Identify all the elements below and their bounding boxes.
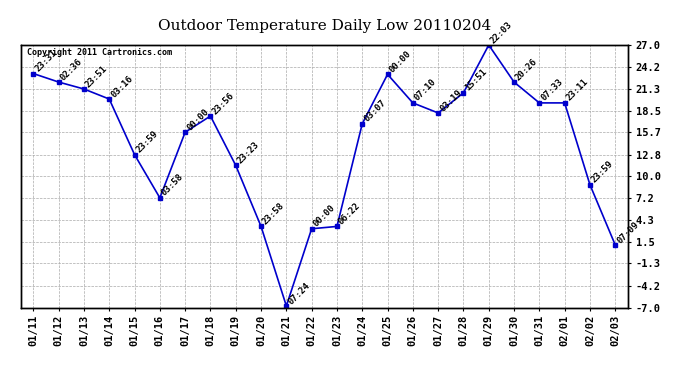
Text: 23:59: 23:59	[135, 129, 160, 154]
Text: 03:58: 03:58	[160, 172, 185, 198]
Text: 20:26: 20:26	[514, 57, 540, 82]
Text: 07:24: 07:24	[286, 280, 312, 306]
Text: 23:11: 23:11	[564, 78, 590, 103]
Text: 07:33: 07:33	[540, 78, 564, 103]
Text: 23:56: 23:56	[210, 91, 236, 116]
Text: 23:51: 23:51	[84, 64, 109, 89]
Text: 22:03: 22:03	[489, 20, 514, 45]
Text: 02:36: 02:36	[59, 57, 84, 82]
Text: 00:00: 00:00	[312, 203, 337, 229]
Text: 23:58: 23:58	[261, 201, 286, 226]
Text: 23:59: 23:59	[590, 159, 615, 185]
Text: 03:19: 03:19	[438, 88, 464, 113]
Text: 00:00: 00:00	[388, 49, 413, 74]
Text: 07:09: 07:09	[615, 220, 640, 245]
Text: 23:31: 23:31	[33, 48, 59, 74]
Text: 06:22: 06:22	[337, 201, 362, 226]
Text: 03:07: 03:07	[362, 98, 388, 124]
Text: 03:16: 03:16	[109, 74, 135, 99]
Text: 23:23: 23:23	[236, 140, 261, 165]
Text: Outdoor Temperature Daily Low 20110204: Outdoor Temperature Daily Low 20110204	[158, 19, 491, 33]
Text: 07:10: 07:10	[413, 78, 438, 103]
Text: 15:51: 15:51	[464, 68, 489, 93]
Text: 00:00: 00:00	[185, 107, 210, 132]
Text: Copyright 2011 Cartronics.com: Copyright 2011 Cartronics.com	[27, 48, 172, 57]
